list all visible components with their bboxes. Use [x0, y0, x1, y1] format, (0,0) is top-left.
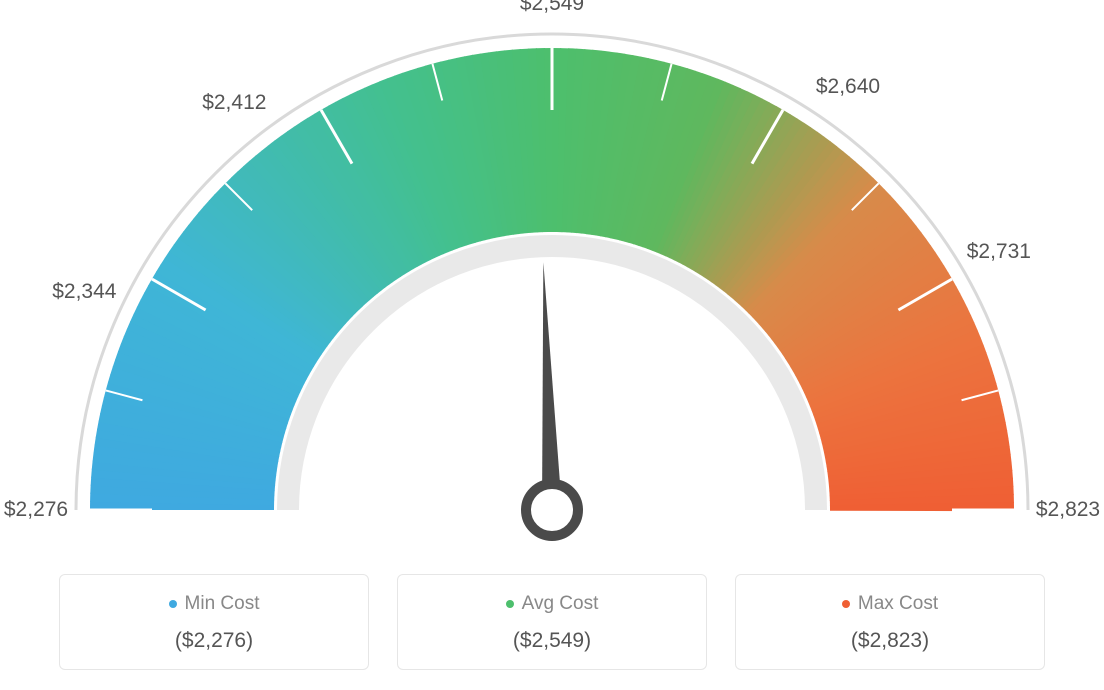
summary-cards: Min Cost ($2,276) Avg Cost ($2,549) Max … [0, 574, 1104, 670]
dot-icon [506, 600, 514, 608]
card-label: Max Cost [858, 593, 938, 615]
card-label: Avg Cost [522, 593, 599, 615]
gauge-tick-label: $2,640 [816, 75, 880, 99]
gauge-tick-label: $2,344 [52, 280, 116, 304]
cost-gauge-widget: $2,276 $2,344 $2,412 $2,549 $2,640 $2,731 $2,8… [0, 0, 1104, 690]
card-label: Min Cost [185, 593, 260, 615]
gauge-tick-label: $2,276 [4, 498, 68, 522]
gauge-tick-label: $2,823 [1036, 498, 1100, 522]
dot-icon [842, 600, 850, 608]
gauge-tick-label: $2,731 [967, 240, 1031, 264]
min-cost-card: Min Cost ($2,276) [59, 574, 369, 670]
gauge-tick-label: $2,549 [520, 0, 584, 16]
gauge-tick-label: $2,412 [202, 91, 266, 115]
gauge-chart: $2,276 $2,344 $2,412 $2,549 $2,640 $2,731 $2,8… [0, 0, 1104, 560]
avg-cost-card: Avg Cost ($2,549) [397, 574, 707, 670]
max-cost-card: Max Cost ($2,823) [735, 574, 1045, 670]
card-value: ($2,549) [418, 629, 686, 653]
dot-icon [169, 600, 177, 608]
card-value: ($2,823) [756, 629, 1024, 653]
card-value: ($2,276) [80, 629, 348, 653]
